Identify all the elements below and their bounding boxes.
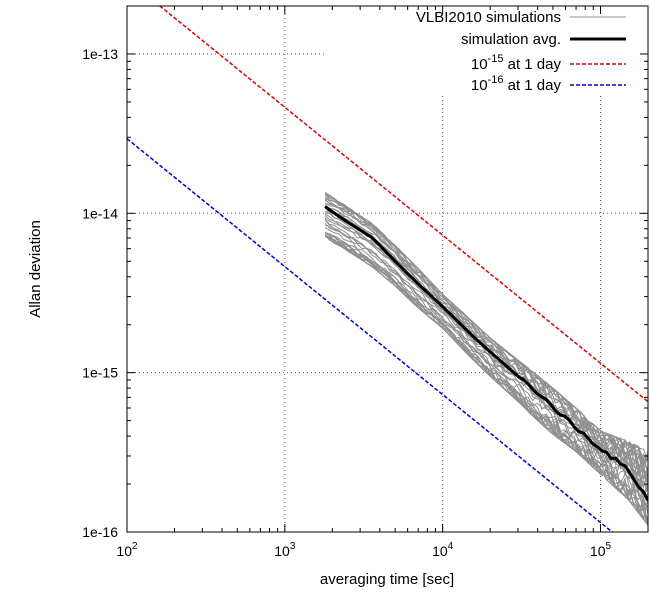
legend: VLBI2010 simulations simulation avg. 10-15… [416,9,626,94]
simulation-line-21 [324,219,648,492]
simulation-line-31 [324,231,648,521]
reference-line-1e-15 [158,6,648,403]
simulation-line-10 [324,222,648,522]
simulation-line-37 [324,198,648,466]
plot-frame [126,5,649,533]
grid-lines [127,6,648,532]
simulation-line-39 [325,211,648,482]
simulation-line-36 [324,234,648,515]
y-tick-label-0: 1e-16 [82,524,118,540]
series-layer [127,6,648,532]
x-tick-label-3: 105 [590,541,612,559]
simulation-line-26 [324,234,648,523]
y-tick-label-1: 1e-15 [82,365,118,381]
x-tick-label-1: 103 [274,541,296,559]
simulation-line-35 [324,217,648,500]
x-axis-title: averaging time [sec] [320,571,454,588]
legend-label-average: simulation avg. [461,31,561,48]
y-tick-label-3: 1e-13 [82,46,118,62]
y-tick-label-2: 1e-14 [82,205,118,221]
y-axis-title: Allan deviation [27,220,44,318]
reference-line-1e-16 [127,138,614,532]
legend-label-simulations: VLBI2010 simulations [416,9,561,26]
x-tick-label-0: 102 [116,541,138,559]
legend-label-1e-15: 10-15 at 1 day [471,53,562,73]
x-tick-label-2: 104 [432,541,454,559]
axis-ticks: 102 103 104 105 1e-16 1e-15 1e-14 1e-13 [82,6,649,559]
simulation-line-32 [324,231,648,520]
simulation-line-34 [324,193,648,461]
legend-label-1e-16: 10-16 at 1 day [471,74,562,94]
average-line [324,205,648,502]
simulation-line-38 [324,192,648,464]
